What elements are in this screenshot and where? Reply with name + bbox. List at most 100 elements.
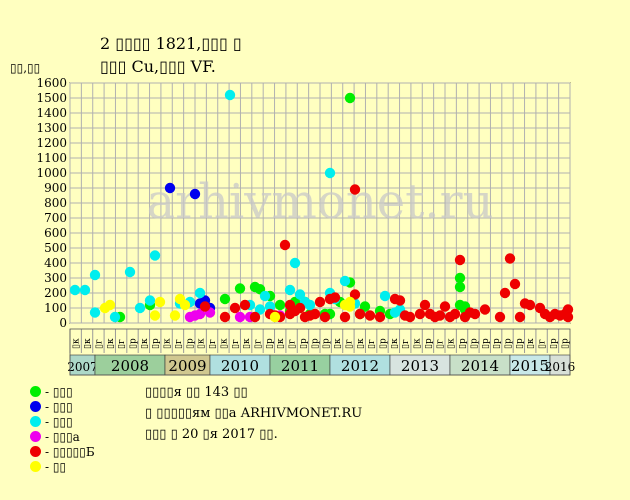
data-point xyxy=(279,239,291,251)
data-point xyxy=(229,302,241,314)
legend-label: - ▯▯▯ xyxy=(45,385,73,399)
data-point xyxy=(234,311,246,323)
half-year-label: ▯р xyxy=(310,338,320,349)
data-point xyxy=(234,283,246,294)
legend-label: - ▯▯▯ xyxy=(45,415,73,429)
legend-item: - ▯▯▯ xyxy=(30,385,130,399)
legend-label: - ▯▯▯ xyxy=(45,400,73,414)
legend-item: - ▯▯▯▯▯Б xyxy=(30,445,130,459)
legend-marker xyxy=(30,461,41,472)
data-point xyxy=(339,311,351,323)
half-year-label: ▯г xyxy=(94,339,104,349)
half-year-label: ▯р xyxy=(469,338,479,349)
data-point xyxy=(344,92,356,104)
half-year-label: ▯р xyxy=(515,338,525,349)
data-point xyxy=(349,289,361,300)
half-year-label: ▯к xyxy=(83,338,93,349)
scatter-chart: 0100200300400500600700800900100011001200… xyxy=(36,76,576,376)
half-year-label: ▯г xyxy=(288,339,298,349)
data-point xyxy=(354,308,366,320)
data-point xyxy=(89,269,101,281)
year-label: 2012 xyxy=(341,357,379,375)
half-year-label: ▯р xyxy=(481,338,491,349)
data-point xyxy=(339,275,351,287)
data-point xyxy=(79,284,91,296)
data-point xyxy=(379,290,391,302)
legend-marker xyxy=(30,416,41,427)
data-point xyxy=(374,311,386,323)
half-year-label: ▯г xyxy=(344,339,354,349)
data-point xyxy=(284,284,296,296)
half-year-label: ▯к xyxy=(390,338,400,349)
data-point xyxy=(494,311,506,323)
y-tick-label: 200 xyxy=(44,286,67,300)
data-point xyxy=(364,310,376,321)
year-label: 2011 xyxy=(281,357,319,375)
half-year-label: ▯к xyxy=(106,338,116,349)
half-year-label: ▯г xyxy=(231,339,241,349)
data-point xyxy=(224,89,236,101)
y-tick-label: 900 xyxy=(44,181,67,195)
info-block: ▯▯▯▯я ▯▯ 143 ▯▯ ▯ ▯▯▯▯▯ям ▯▯а ARHIVMONET… xyxy=(145,382,362,445)
data-point xyxy=(319,311,331,323)
half-year-label: ▯к xyxy=(447,338,457,349)
year-label: 2015 xyxy=(511,357,549,375)
data-point xyxy=(514,311,526,323)
legend-marker xyxy=(30,431,41,442)
year-label: 2009 xyxy=(168,357,206,375)
data-point xyxy=(562,304,574,315)
half-year-label: ▯к xyxy=(276,338,286,349)
y-tick-label: 1300 xyxy=(36,121,67,135)
data-point xyxy=(149,310,161,321)
data-point xyxy=(314,296,326,308)
year-label: 2016 xyxy=(545,360,576,374)
y-tick-label: 0 xyxy=(59,316,67,330)
y-tick-label: 1600 xyxy=(36,76,67,90)
data-point xyxy=(69,284,81,296)
data-point xyxy=(499,287,511,299)
y-tick-label: 1100 xyxy=(36,151,67,165)
y-tick-label: 800 xyxy=(44,196,67,210)
data-point xyxy=(434,310,446,321)
half-year-label: ▯р xyxy=(151,338,161,349)
data-point xyxy=(304,299,316,311)
data-point xyxy=(359,301,371,312)
data-point xyxy=(124,266,136,278)
year-label: 2013 xyxy=(401,357,439,375)
data-point xyxy=(219,311,231,323)
data-point xyxy=(454,272,466,284)
half-year-label: ▯р xyxy=(504,338,514,349)
half-year-label: ▯к xyxy=(413,338,423,349)
legend-marker xyxy=(30,446,41,457)
data-point xyxy=(199,301,211,312)
data-point xyxy=(249,311,261,323)
data-point xyxy=(219,293,231,305)
half-year-label: ▯г xyxy=(208,339,218,349)
half-year-label: ▯к xyxy=(242,338,252,349)
y-tick-label: 1400 xyxy=(36,106,67,120)
data-point xyxy=(269,311,281,323)
half-year-label: ▯р xyxy=(549,338,559,349)
data-point xyxy=(164,182,176,194)
y-tick-label: 500 xyxy=(44,241,67,255)
data-point xyxy=(239,299,251,311)
data-point xyxy=(254,304,266,315)
data-point xyxy=(259,290,271,302)
data-point xyxy=(294,289,306,300)
data-point xyxy=(189,188,201,200)
half-year-label: ▯р xyxy=(560,338,570,349)
y-tick-label: 1200 xyxy=(36,136,67,150)
year-label: 2010 xyxy=(221,357,259,375)
info-line-count: ▯▯▯▯я ▯▯ 143 ▯▯ xyxy=(145,385,248,400)
data-point xyxy=(109,311,121,323)
half-year-label: ▯р xyxy=(379,338,389,349)
data-point xyxy=(439,301,451,312)
y-tick-label: 300 xyxy=(44,271,67,285)
data-point xyxy=(169,310,181,321)
half-year-label: ▯р xyxy=(129,338,139,349)
data-point xyxy=(144,295,156,306)
half-year-label: ▯к xyxy=(356,338,366,349)
y-tick-label: 1500 xyxy=(36,91,67,105)
y-tick-label: 600 xyxy=(44,226,67,240)
info-line-source: ▯ ▯▯▯▯▯ям ▯▯а ARHIVMONET.RU xyxy=(145,406,363,421)
